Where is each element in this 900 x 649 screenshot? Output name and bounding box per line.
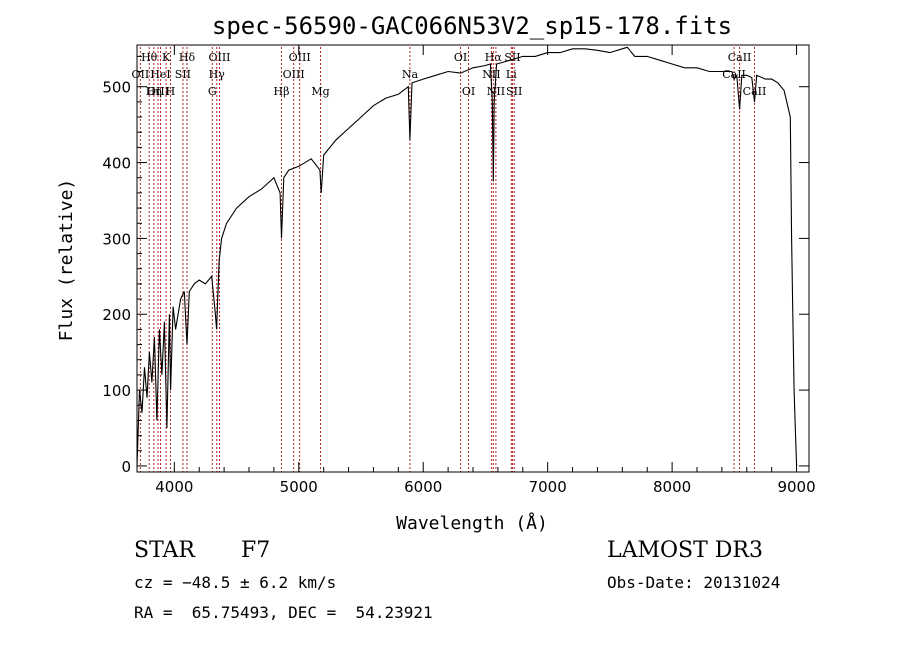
marker-label-hγ: Hγ — [209, 68, 226, 81]
marker-label-oi: OI — [462, 85, 475, 98]
coordinates-text: RA = 65.75493, DEC = 54.23921 — [134, 603, 433, 622]
survey-label: LAMOST DR3 — [607, 538, 763, 563]
marker-label-h: H — [166, 85, 176, 98]
plot-frame — [136, 44, 810, 473]
x-tick-label-5000: 5000 — [280, 478, 318, 496]
redshift-text: cz = −48.5 ± 6.2 km/s — [134, 573, 337, 592]
marker-label-oiii: OIII — [283, 68, 305, 81]
marker-label-k: K — [162, 51, 171, 64]
x-tick-label-7000: 7000 — [529, 478, 567, 496]
x-axis-label: Wavelength (Å) — [396, 512, 548, 534]
marker-label-hα: Hα — [485, 51, 503, 64]
y-tick-label-300: 300 — [102, 230, 131, 248]
marker-label-caii: CaII — [743, 85, 767, 98]
y-tick-label-0: 0 — [121, 458, 131, 476]
y-tick-label-400: 400 — [102, 155, 131, 173]
marker-label-oi: OI — [454, 51, 467, 64]
marker-label-oiii: OIII — [289, 51, 311, 64]
y-tick-label-200: 200 — [102, 306, 131, 324]
marker-label-sii: SII — [175, 68, 191, 81]
marker-label-oiii: OIII — [208, 51, 230, 64]
marker-label-na: Na — [402, 68, 419, 81]
marker-label-hβ: Hβ — [274, 85, 290, 98]
marker-label-sii: SII — [506, 85, 522, 98]
y-axis-label: Flux (relative) — [56, 179, 77, 342]
marker-label-oiii: OIII — [147, 85, 169, 98]
marker-label-hη: Hη — [146, 85, 162, 98]
x-tick-label-6000: 6000 — [404, 478, 442, 496]
x-tick-label-8000: 8000 — [653, 478, 691, 496]
y-tick-label-100: 100 — [102, 382, 131, 400]
chart-title: spec-56590-GAC066N53V2_sp15-178.fits — [212, 12, 732, 40]
marker-label-mg: Mg — [311, 85, 329, 98]
x-tick-label-9000: 9000 — [777, 478, 815, 496]
marker-label-oii: OII — [132, 68, 150, 81]
marker-label-hθ: Hθ — [141, 51, 158, 64]
object-class: STAR — [134, 538, 195, 563]
spectrum-line — [136, 46, 798, 466]
marker-label-nii: NII — [487, 85, 505, 98]
axes: 4000 5000 6000 7000 8000 9000 0 100 200 300 400 500 — [102, 45, 816, 496]
subclass: F7 — [241, 538, 271, 563]
marker-label-hδ: Hδ — [179, 51, 196, 64]
y-tick-label-500: 500 — [102, 79, 131, 97]
marker-label-caii: CaII — [728, 51, 752, 64]
obs-date-text: Obs-Date: 20131024 — [607, 573, 781, 592]
marker-label-g: G — [208, 85, 217, 98]
marker-label-li: Li — [506, 68, 517, 81]
x-tick-label-4000: 4000 — [155, 478, 193, 496]
